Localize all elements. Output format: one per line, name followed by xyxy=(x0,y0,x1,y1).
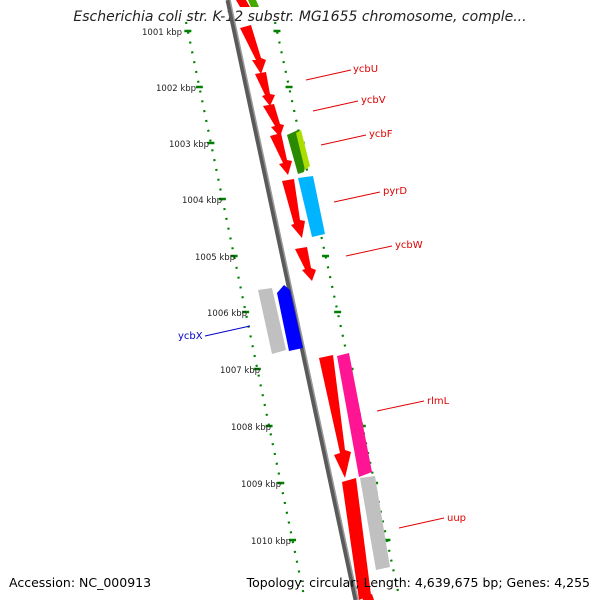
scale-label: 1005 kbp xyxy=(195,253,235,263)
scale-label: 1007 kbp xyxy=(220,366,260,376)
gene-feature[interactable] xyxy=(337,353,372,477)
gene-feature[interactable] xyxy=(240,25,266,74)
gene-feature[interactable] xyxy=(282,179,305,238)
gene-labels[interactable]: ycbU ycbV ycbF pyrD ycbW ycbX rlmL uup xyxy=(178,64,466,524)
gene-label-uup[interactable]: uup xyxy=(447,513,466,524)
gene-feature[interactable] xyxy=(255,72,275,106)
gene-feature[interactable] xyxy=(263,104,284,137)
scale-label: 1004 kbp xyxy=(182,196,222,206)
gene-feature[interactable] xyxy=(287,130,307,174)
gene-feature[interactable] xyxy=(362,594,374,600)
gene-feature[interactable] xyxy=(270,133,292,175)
gene-label-ycbW[interactable]: ycbW xyxy=(395,240,423,251)
scale-label: 1010 kbp xyxy=(251,537,291,547)
gene-label-pyrD[interactable]: pyrD xyxy=(383,186,407,197)
gene-feature[interactable] xyxy=(248,0,259,7)
gene-feature[interactable] xyxy=(319,355,351,478)
gene-label-leaders xyxy=(204,69,445,529)
gene-label-rlmL[interactable]: rlmL xyxy=(427,396,450,407)
topology-summary: Topology: circular; Length: 4,639,675 bp… xyxy=(246,575,590,590)
scale-labels: 1001 kbp 1002 kbp 1003 kbp 1004 kbp 1005… xyxy=(142,28,291,547)
gene-feature[interactable] xyxy=(342,478,371,600)
scale-label: 1006 kbp xyxy=(207,309,247,319)
gene-features[interactable] xyxy=(236,0,390,600)
gene-label-ycbX[interactable]: ycbX xyxy=(178,331,203,342)
scale-label: 1003 kbp xyxy=(169,140,209,150)
gene-feature[interactable] xyxy=(258,288,286,354)
gene-feature[interactable] xyxy=(360,476,390,570)
scale-label: 1008 kbp xyxy=(231,423,271,433)
gene-feature[interactable] xyxy=(296,130,310,170)
gene-feature[interactable] xyxy=(298,176,325,237)
ruler-left-ticks xyxy=(184,29,296,542)
gene-label-ycbF[interactable]: ycbF xyxy=(369,129,393,140)
scale-label: 1009 kbp xyxy=(241,480,281,490)
scale-label: 1002 kbp xyxy=(156,84,196,94)
gene-label-ycbV[interactable]: ycbV xyxy=(361,95,386,106)
map-title: Escherichia coli str. K-12 substr. MG165… xyxy=(73,9,527,25)
gene-label-ycbU[interactable]: ycbU xyxy=(353,64,378,75)
scale-label: 1001 kbp xyxy=(142,28,182,38)
gene-feature[interactable] xyxy=(295,247,316,281)
chromosome-backbone xyxy=(225,0,359,600)
gene-feature[interactable] xyxy=(236,0,250,7)
gene-feature[interactable] xyxy=(277,285,303,351)
accession-label: Accession: NC_000913 xyxy=(9,575,152,590)
